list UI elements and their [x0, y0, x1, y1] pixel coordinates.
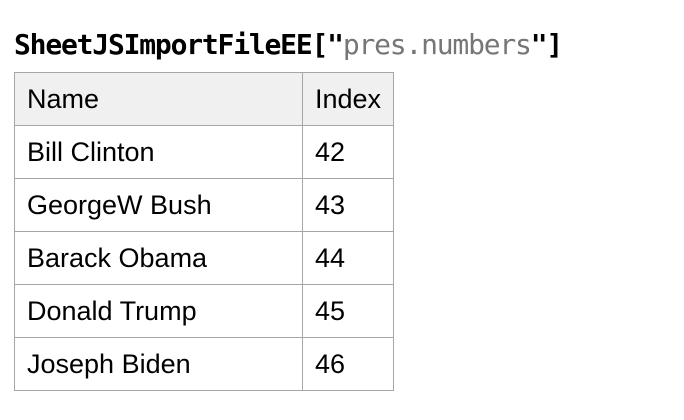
column-header-index: Index [301, 72, 395, 126]
name-cell: Donald Trump [14, 284, 303, 338]
index-cell: 44 [301, 231, 395, 285]
presidents-table: Name Index Bill Clinton 42 GeorgeW Bush 43 B… [14, 72, 395, 391]
title-string-literal: pres.numbers [342, 27, 532, 61]
table-header-row: Name Index [14, 72, 395, 126]
table-row: Barack Obama 44 [14, 231, 395, 285]
index-cell: 45 [301, 284, 395, 338]
name-cell: Barack Obama [14, 231, 303, 285]
index-cell: 42 [301, 125, 395, 179]
table-row: Donald Trump 45 [14, 284, 395, 338]
name-cell: GeorgeW Bush [14, 178, 303, 232]
table-body: Bill Clinton 42 GeorgeW Bush 43 Barack Obama… [14, 125, 395, 391]
column-header-name: Name [14, 72, 303, 126]
title-code-prefix: SheetJSImportFileEE[" [14, 27, 344, 61]
table-row: GeorgeW Bush 43 [14, 178, 395, 232]
name-cell: Bill Clinton [14, 125, 303, 179]
page-title: SheetJSImportFileEE["pres.numbers"] [14, 27, 564, 63]
index-cell: 43 [301, 178, 395, 232]
index-cell: 46 [301, 337, 395, 391]
name-cell: Joseph Biden [14, 337, 303, 391]
table-row: Bill Clinton 42 [14, 125, 395, 179]
title-code-suffix: "] [530, 27, 564, 61]
table-row: Joseph Biden 46 [14, 337, 395, 391]
